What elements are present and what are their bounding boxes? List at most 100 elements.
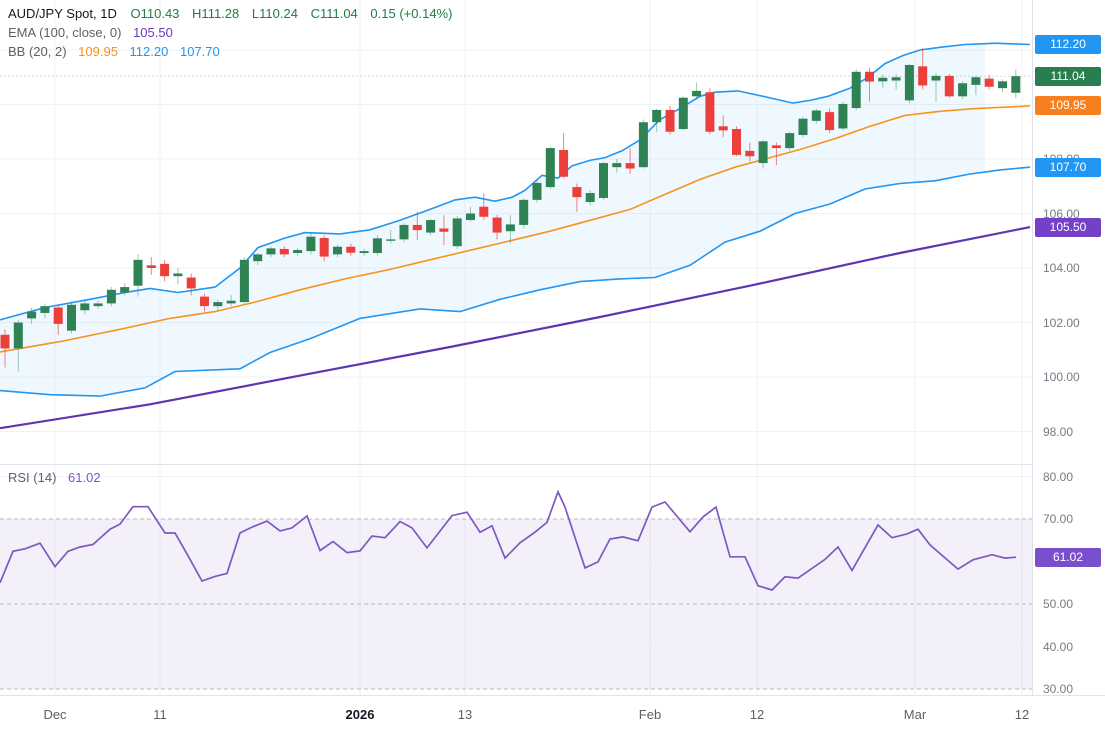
candle[interactable] [133, 254, 143, 297]
candle[interactable] [279, 246, 289, 258]
rsi-tick-label: 70.00 [1043, 512, 1074, 526]
chart-plot-area[interactable] [0, 0, 1032, 695]
ema-legend-row[interactable]: EMA (100, close, 0) 105.50 [8, 24, 461, 42]
price-axis[interactable]: 112.00110.00108.00106.00104.00102.00100.… [1032, 0, 1105, 696]
candle[interactable] [532, 180, 542, 203]
candle[interactable] [426, 218, 436, 236]
candle[interactable] [492, 214, 502, 240]
candle[interactable] [319, 235, 329, 262]
candle[interactable] [758, 139, 768, 169]
candle[interactable] [572, 183, 582, 212]
candle-body [0, 334, 10, 349]
time-tick-label: Feb [638, 707, 662, 722]
candle[interactable] [399, 223, 409, 243]
candle[interactable] [745, 142, 755, 162]
candle[interactable] [226, 295, 236, 307]
time-tick-label: 12 [749, 707, 765, 722]
candle[interactable] [0, 329, 10, 368]
bb-basis-line[interactable] [0, 105, 1031, 353]
candle[interactable] [160, 259, 170, 282]
candle[interactable] [918, 48, 928, 90]
time-axis[interactable]: Dec 11 2026 13 Feb 12 Mar 12 [0, 695, 1105, 731]
candle[interactable] [944, 73, 954, 98]
candle[interactable] [958, 81, 968, 100]
candle[interactable] [612, 159, 622, 173]
candle[interactable] [585, 190, 595, 206]
candle[interactable] [865, 67, 874, 102]
candle[interactable] [732, 126, 741, 157]
candle[interactable] [200, 293, 209, 312]
candle[interactable] [412, 211, 422, 240]
candle[interactable] [705, 88, 715, 135]
ema-line[interactable] [0, 226, 1031, 430]
candle[interactable] [67, 302, 76, 334]
candle[interactable] [93, 300, 103, 309]
candle[interactable] [638, 119, 648, 169]
bb-legend-row[interactable]: BB (20, 2) 109.95 112.20 107.70 [8, 43, 461, 61]
candle[interactable] [665, 105, 675, 135]
candle[interactable] [771, 142, 781, 165]
candle[interactable] [306, 232, 316, 255]
candle[interactable] [625, 148, 635, 174]
candle-body [599, 163, 608, 198]
candle[interactable] [466, 206, 475, 222]
price-tick-label: 98.00 [1043, 424, 1074, 439]
candle[interactable] [13, 319, 23, 372]
bb-upper-value: 112.20 [129, 44, 169, 59]
candle[interactable] [439, 215, 449, 246]
candle[interactable] [785, 131, 795, 151]
candle[interactable] [80, 299, 90, 315]
candle[interactable] [798, 116, 808, 138]
candle[interactable] [146, 257, 156, 275]
candle[interactable] [120, 282, 130, 296]
candle[interactable] [904, 63, 914, 104]
candle[interactable] [53, 304, 63, 335]
candle[interactable] [652, 108, 662, 132]
candle-body [559, 150, 569, 177]
pane-separator[interactable] [0, 464, 1105, 465]
candle[interactable] [253, 253, 263, 266]
candle[interactable] [173, 268, 183, 285]
candle[interactable] [931, 73, 941, 102]
bb-lower-line[interactable] [0, 166, 1031, 397]
candle[interactable] [718, 115, 728, 138]
candle[interactable] [386, 229, 396, 244]
candle[interactable] [545, 146, 555, 189]
candle[interactable] [106, 287, 116, 307]
candle[interactable] [998, 79, 1007, 93]
candle[interactable] [359, 248, 369, 256]
rsi-line[interactable] [0, 489, 1017, 591]
candle[interactable] [811, 108, 821, 124]
candle[interactable] [878, 74, 888, 89]
rsi-legend-row[interactable]: RSI (14) 61.02 [8, 470, 101, 486]
symbol-legend-row[interactable]: AUD/JPY Spot, 1D O110.43 H111.28 L110.24… [8, 5, 461, 23]
candle[interactable] [692, 82, 702, 100]
candle[interactable] [333, 244, 342, 258]
candle[interactable] [891, 73, 901, 90]
candle-body [904, 64, 914, 101]
candle[interactable] [851, 69, 861, 110]
candle[interactable] [293, 247, 303, 256]
candle[interactable] [372, 235, 382, 256]
candle[interactable] [479, 193, 489, 221]
candle[interactable] [825, 108, 835, 134]
candle[interactable] [971, 75, 981, 95]
ohlc-change: 0.15 (+0.14%) [370, 6, 453, 21]
candle[interactable] [239, 257, 249, 304]
candle[interactable] [27, 307, 37, 324]
candle[interactable] [346, 243, 356, 256]
candle-body [200, 296, 209, 307]
candle[interactable] [1011, 69, 1021, 98]
candle[interactable] [599, 161, 608, 200]
candle[interactable] [838, 101, 848, 131]
candle[interactable] [678, 96, 688, 131]
candle[interactable] [452, 216, 462, 249]
candle[interactable] [186, 273, 196, 296]
candle[interactable] [519, 198, 529, 229]
candle[interactable] [984, 75, 994, 90]
candle[interactable] [266, 246, 276, 258]
candle[interactable] [40, 303, 50, 319]
candle[interactable] [559, 133, 569, 179]
candle[interactable] [505, 214, 515, 244]
candle[interactable] [213, 299, 223, 311]
